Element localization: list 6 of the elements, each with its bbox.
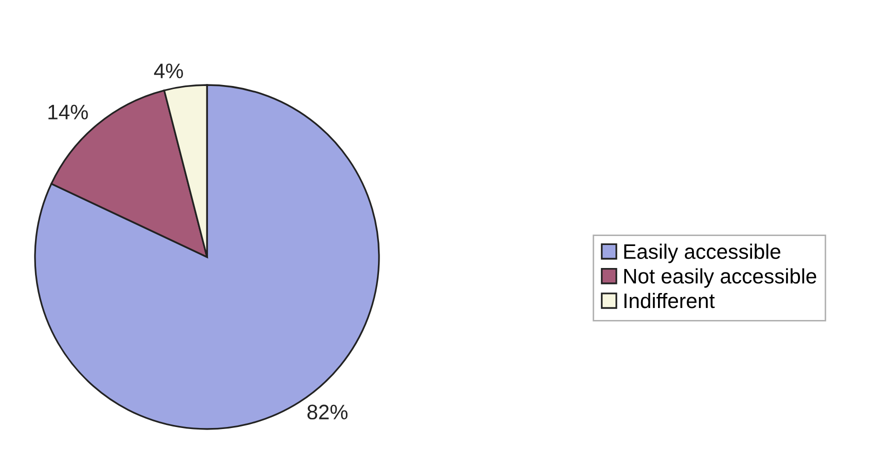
data-label: 4% bbox=[154, 64, 183, 78]
legend-label: Not easily accessible bbox=[624, 268, 816, 288]
data-label: 14% bbox=[48, 104, 88, 120]
data-label: 82% bbox=[307, 404, 348, 420]
legend-label: Indifferent bbox=[624, 292, 715, 308]
legend-label: Easily accessible bbox=[624, 244, 780, 264]
